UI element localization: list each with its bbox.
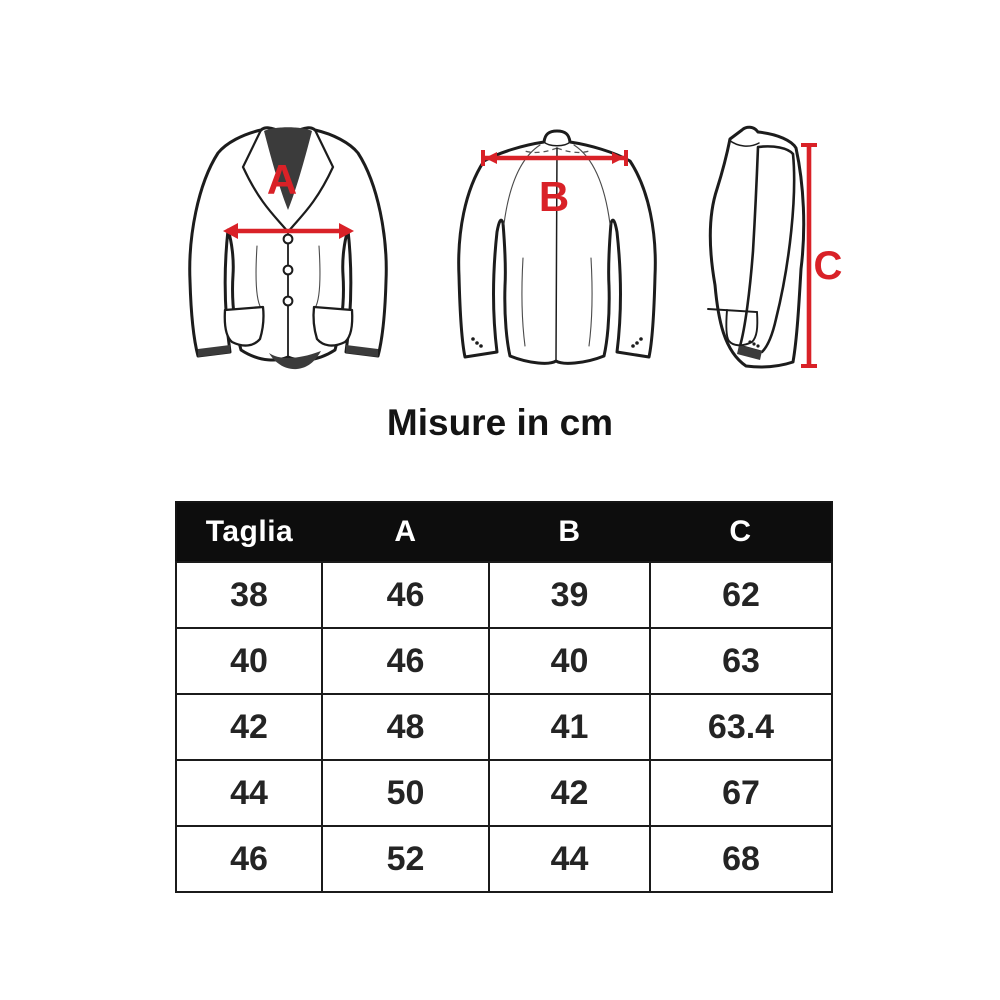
cell-size: 40	[175, 627, 323, 695]
table-row: 46 52 44 68	[175, 825, 833, 893]
button	[282, 295, 294, 307]
right-pocket	[312, 305, 354, 347]
cell-size: 44	[175, 759, 323, 827]
cell-b: 40	[488, 627, 651, 695]
armhole-seams	[503, 144, 611, 225]
side-sleeve	[738, 145, 796, 354]
collar-base-line	[543, 141, 571, 147]
dart-lines	[255, 245, 321, 309]
cell-a: 52	[321, 825, 490, 893]
jacket-side-diagram: C	[707, 125, 843, 369]
page-title: Misure in cm	[386, 402, 614, 443]
cell-a: 48	[321, 693, 490, 761]
table-row: 38 46 39 62	[175, 561, 833, 629]
cell-c: 68	[649, 825, 833, 893]
yoke-lining-line	[521, 147, 593, 154]
table-row: 44 50 42 67	[175, 759, 833, 827]
side-cuff	[737, 345, 762, 360]
collar-fold-line	[728, 139, 760, 147]
measure-c-label: C	[814, 244, 843, 288]
header-cell-b: B	[489, 502, 650, 562]
measure-a-label: A	[267, 156, 297, 203]
cuff-button	[756, 344, 760, 348]
left-cuff	[198, 345, 230, 357]
cell-size: 38	[175, 561, 323, 629]
cell-b: 42	[488, 759, 651, 827]
back-creases	[521, 257, 593, 347]
header-cell-taglia: Taglia	[176, 502, 322, 562]
measure-b-arrowhead-right	[612, 152, 624, 164]
measure-b-label: B	[539, 173, 569, 220]
cell-c: 62	[649, 561, 833, 629]
measure-b-end-caps	[481, 150, 628, 166]
header-cell-c: C	[650, 502, 832, 562]
cell-size: 46	[175, 825, 323, 893]
measure-a-arrowhead-left	[223, 223, 238, 239]
cuff-button	[479, 344, 483, 348]
cuff-button	[471, 337, 475, 341]
measure-a-arrowhead-right	[339, 223, 354, 239]
left-pocket	[223, 305, 265, 347]
header-cell-a: A	[322, 502, 489, 562]
cell-c: 67	[649, 759, 833, 827]
table-row: 42 48 41 63.4	[175, 693, 833, 761]
cell-a: 50	[321, 759, 490, 827]
cell-a: 46	[321, 561, 490, 629]
hem-shadow	[269, 351, 321, 370]
button	[282, 264, 294, 276]
cell-c: 63	[649, 627, 833, 695]
jacket-front-diagram: A	[188, 126, 388, 370]
side-pocket	[707, 308, 759, 347]
jacket-back-diagram: B	[457, 129, 657, 365]
size-table-header-row: Taglia A B C	[176, 502, 832, 562]
size-table: Taglia A B C 38 46 39 62 40 46 40 63 42 …	[175, 501, 833, 893]
measure-b-arrowhead-left	[485, 152, 497, 164]
cell-b: 44	[488, 825, 651, 893]
center-back-seam	[555, 147, 558, 361]
cuff-button	[639, 337, 643, 341]
cuff-button	[631, 344, 635, 348]
cuff-button	[475, 341, 479, 345]
cell-b: 39	[488, 561, 651, 629]
inner-shirt	[264, 127, 312, 210]
measure-c-end-caps	[801, 143, 817, 368]
cell-a: 46	[321, 627, 490, 695]
cell-b: 41	[488, 693, 651, 761]
cuff-button	[635, 341, 639, 345]
button	[282, 233, 294, 245]
table-row: 40 46 40 63	[175, 627, 833, 695]
right-cuff	[346, 345, 378, 357]
cell-c: 63.4	[649, 693, 833, 761]
cuff-button	[752, 342, 756, 346]
cell-size: 42	[175, 693, 323, 761]
